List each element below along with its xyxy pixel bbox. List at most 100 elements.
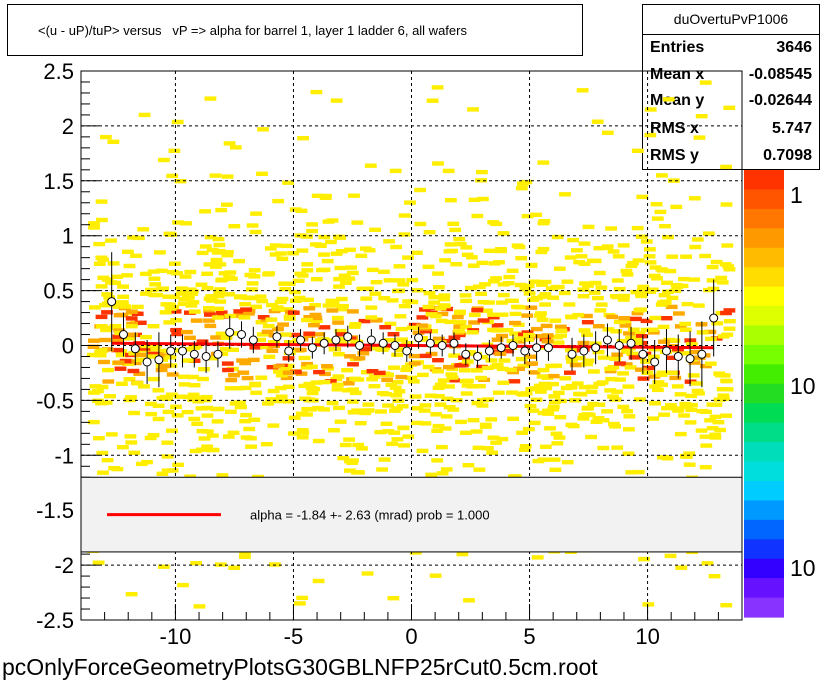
histogram-cell bbox=[540, 385, 553, 391]
histogram-cell bbox=[631, 225, 644, 231]
histogram-cell bbox=[578, 328, 591, 333]
histogram-cell bbox=[145, 287, 157, 293]
histogram-cell bbox=[107, 139, 120, 144]
histogram-cell bbox=[449, 227, 462, 233]
histogram-cell bbox=[689, 244, 702, 250]
histogram-cell bbox=[680, 454, 693, 459]
histogram-cell bbox=[428, 300, 440, 305]
histogram-cell bbox=[520, 391, 533, 396]
profile-point bbox=[248, 335, 258, 345]
histogram-cell bbox=[511, 304, 523, 310]
histogram-cell bbox=[464, 350, 476, 355]
histogram-cell bbox=[422, 364, 435, 370]
histogram-cell bbox=[370, 280, 383, 285]
profile-point bbox=[142, 357, 152, 367]
histogram-cell bbox=[646, 327, 659, 332]
histogram-cell bbox=[374, 429, 387, 435]
histogram-cell bbox=[238, 315, 251, 320]
histogram-cell bbox=[666, 370, 678, 375]
histogram-cell bbox=[332, 320, 344, 325]
histogram-cell bbox=[443, 364, 455, 370]
histogram-cell bbox=[490, 440, 503, 445]
histogram-cell bbox=[416, 315, 429, 320]
histogram-cell bbox=[491, 363, 504, 368]
histogram-cell bbox=[537, 457, 550, 462]
histogram-cell bbox=[544, 426, 556, 431]
histogram-cell bbox=[104, 394, 116, 399]
profile-point bbox=[107, 297, 117, 307]
histogram-cell bbox=[428, 295, 441, 300]
histogram-cell bbox=[172, 220, 184, 225]
histogram-cell bbox=[119, 304, 132, 309]
histogram-cell bbox=[699, 253, 712, 259]
histogram-cell bbox=[266, 365, 279, 370]
histogram-cell bbox=[318, 267, 331, 272]
histogram-cell bbox=[346, 270, 359, 276]
histogram-cell bbox=[301, 317, 313, 323]
profile-point bbox=[130, 344, 140, 354]
histogram-cell bbox=[298, 355, 311, 361]
histogram-cell bbox=[206, 298, 218, 303]
profile-point bbox=[567, 349, 577, 359]
histogram-cell bbox=[520, 179, 533, 185]
histogram-cell bbox=[257, 127, 269, 132]
histogram-cell bbox=[215, 310, 228, 315]
histogram-cell bbox=[325, 239, 337, 245]
histogram-cell bbox=[297, 136, 309, 141]
histogram-cell bbox=[240, 307, 252, 312]
histogram-cell bbox=[460, 324, 472, 330]
histogram-cell bbox=[618, 316, 631, 321]
histogram-cell bbox=[515, 186, 528, 191]
histogram-cell bbox=[203, 308, 215, 314]
histogram-cell bbox=[385, 382, 398, 387]
histogram-cell bbox=[617, 404, 630, 410]
histogram-cell bbox=[588, 369, 600, 374]
histogram-cell bbox=[148, 347, 161, 352]
histogram-cell bbox=[288, 415, 301, 420]
histogram-cell bbox=[404, 200, 416, 205]
histogram-cell bbox=[647, 416, 660, 421]
histogram-cell bbox=[211, 419, 224, 424]
histogram-cell bbox=[102, 367, 114, 373]
histogram-cell bbox=[275, 394, 288, 399]
histogram-cell bbox=[429, 573, 442, 578]
histogram-cell bbox=[128, 450, 141, 455]
histogram-cell bbox=[460, 391, 473, 396]
histogram-cell bbox=[109, 323, 122, 329]
histogram-cell bbox=[339, 280, 352, 285]
histogram-cell bbox=[123, 263, 136, 269]
histogram-cell bbox=[394, 314, 407, 319]
histogram-cell bbox=[475, 178, 487, 183]
histogram-cell bbox=[128, 351, 141, 356]
histogram-cell bbox=[474, 384, 486, 389]
histogram-cell bbox=[390, 393, 403, 398]
histogram-cell bbox=[597, 445, 610, 451]
histogram-cell bbox=[402, 434, 415, 439]
histogram-cell bbox=[272, 326, 284, 332]
histogram-cell bbox=[658, 339, 670, 344]
histogram-cell bbox=[337, 303, 349, 309]
histogram-cell bbox=[390, 244, 402, 250]
palette-label: 10 bbox=[790, 373, 816, 399]
histogram-cell bbox=[513, 244, 526, 250]
histogram-cell bbox=[199, 244, 212, 249]
histogram-cell bbox=[225, 409, 237, 414]
histogram-cell bbox=[323, 338, 336, 343]
histogram-cell bbox=[476, 403, 489, 408]
profile-point bbox=[307, 343, 317, 353]
histogram-cell bbox=[577, 416, 590, 421]
histogram-cell bbox=[467, 418, 480, 423]
histogram-cell bbox=[276, 256, 289, 261]
profile-point bbox=[118, 330, 128, 340]
histogram-cell bbox=[432, 423, 445, 429]
histogram-cell bbox=[386, 298, 399, 303]
histogram-cell bbox=[96, 384, 109, 390]
histogram-cell bbox=[713, 371, 726, 376]
histogram-cell bbox=[318, 325, 331, 330]
histogram-cell bbox=[575, 254, 588, 259]
histogram-cell bbox=[223, 275, 236, 280]
histogram-cell bbox=[573, 391, 585, 397]
histogram-cell bbox=[187, 300, 200, 305]
histogram-cell bbox=[201, 444, 214, 449]
histogram-cell bbox=[236, 358, 248, 363]
